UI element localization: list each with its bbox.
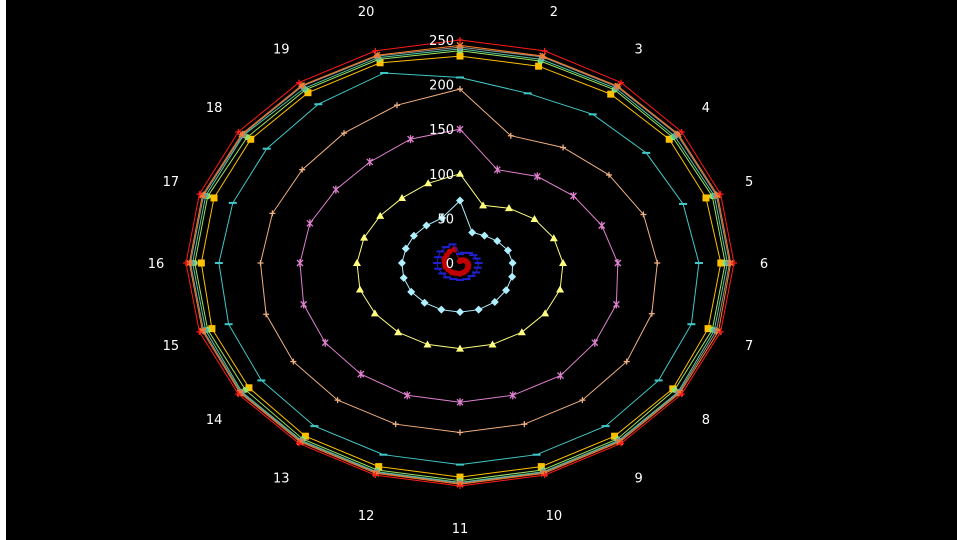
data-point bbox=[518, 328, 526, 335]
data-point bbox=[599, 222, 605, 230]
data-point bbox=[394, 102, 400, 108]
category-label: 14 bbox=[206, 413, 223, 428]
series-line bbox=[219, 73, 699, 465]
data-point bbox=[521, 421, 527, 427]
data-point bbox=[509, 259, 517, 267]
category-label: 20 bbox=[358, 5, 375, 20]
data-point bbox=[211, 194, 218, 201]
category-label: 2 bbox=[550, 5, 558, 20]
data-point bbox=[402, 245, 410, 253]
data-point bbox=[198, 260, 205, 267]
data-point bbox=[649, 311, 655, 317]
data-point bbox=[560, 145, 566, 151]
data-point bbox=[371, 309, 379, 316]
data-point bbox=[353, 259, 361, 266]
data-point bbox=[489, 340, 497, 347]
chart-area: 2 3 4 5 6 7 8 9 10 11 12 13 14 15 16 17 18 19 20 0 50 100 150 2… bbox=[6, 0, 957, 540]
axis-tick-label: 0 bbox=[446, 257, 454, 272]
data-point bbox=[358, 370, 364, 378]
category-label: 19 bbox=[273, 43, 290, 58]
category-label: 11 bbox=[452, 522, 469, 537]
series-10 bbox=[186, 43, 733, 487]
category-label: 16 bbox=[148, 257, 165, 272]
data-point bbox=[479, 201, 487, 208]
data-point bbox=[468, 228, 476, 236]
series-4 bbox=[297, 125, 621, 406]
category-label: 13 bbox=[273, 471, 290, 486]
category-label: 9 bbox=[635, 471, 643, 486]
data-point bbox=[356, 285, 364, 292]
axis-tick-label: 50 bbox=[437, 212, 454, 227]
data-point bbox=[301, 300, 307, 308]
data-point bbox=[398, 259, 406, 267]
data-point bbox=[297, 259, 303, 267]
series-line bbox=[195, 51, 725, 481]
data-point bbox=[333, 186, 339, 194]
category-label: 7 bbox=[745, 339, 753, 354]
category-label: 17 bbox=[163, 175, 180, 190]
series-line bbox=[193, 49, 728, 483]
category-label: 18 bbox=[206, 101, 223, 116]
data-point bbox=[530, 215, 538, 222]
data-point bbox=[360, 234, 368, 241]
data-point bbox=[613, 300, 619, 308]
data-point bbox=[322, 339, 328, 347]
data-point bbox=[456, 308, 464, 316]
data-point bbox=[398, 194, 406, 201]
data-point bbox=[508, 273, 516, 281]
category-label: 3 bbox=[635, 43, 643, 58]
data-point bbox=[400, 274, 408, 282]
category-label: 15 bbox=[163, 339, 180, 354]
category-label: 4 bbox=[702, 101, 710, 116]
data-point bbox=[437, 306, 445, 314]
data-point bbox=[307, 219, 313, 227]
data-point bbox=[654, 260, 660, 266]
axis-tick-label: 150 bbox=[429, 123, 454, 138]
data-point bbox=[423, 340, 431, 347]
data-point bbox=[556, 285, 564, 292]
axis-tick-label: 250 bbox=[429, 34, 454, 49]
data-point bbox=[367, 158, 373, 166]
category-label: 6 bbox=[760, 257, 768, 272]
category-label: 12 bbox=[358, 509, 375, 524]
axis-tick-label: 200 bbox=[429, 79, 454, 94]
data-point bbox=[702, 194, 709, 201]
axis-tick-label: 100 bbox=[429, 168, 454, 183]
series-11 bbox=[186, 42, 733, 487]
data-point bbox=[263, 311, 269, 317]
data-point bbox=[557, 372, 563, 380]
category-label: 5 bbox=[745, 175, 753, 190]
data-point bbox=[592, 339, 598, 347]
data-point bbox=[475, 306, 483, 314]
series-6 bbox=[215, 73, 703, 465]
series-line bbox=[300, 129, 618, 402]
radar-chart: 2345678910111213141516171819200501001502… bbox=[6, 0, 957, 540]
category-label: 8 bbox=[702, 413, 710, 428]
category-label: 10 bbox=[546, 509, 563, 524]
data-point bbox=[542, 48, 548, 54]
series-line bbox=[201, 56, 721, 477]
data-point bbox=[457, 429, 463, 435]
data-point bbox=[541, 309, 549, 316]
data-point bbox=[376, 212, 384, 219]
data-point bbox=[559, 259, 567, 266]
data-point bbox=[457, 37, 463, 43]
data-point bbox=[615, 259, 621, 267]
series-line bbox=[189, 45, 730, 484]
data-point bbox=[393, 421, 399, 427]
data-point bbox=[480, 232, 488, 240]
data-point bbox=[269, 210, 275, 216]
data-point bbox=[258, 260, 264, 266]
data-point bbox=[456, 170, 464, 177]
data-point bbox=[394, 328, 402, 335]
data-point bbox=[570, 192, 576, 200]
